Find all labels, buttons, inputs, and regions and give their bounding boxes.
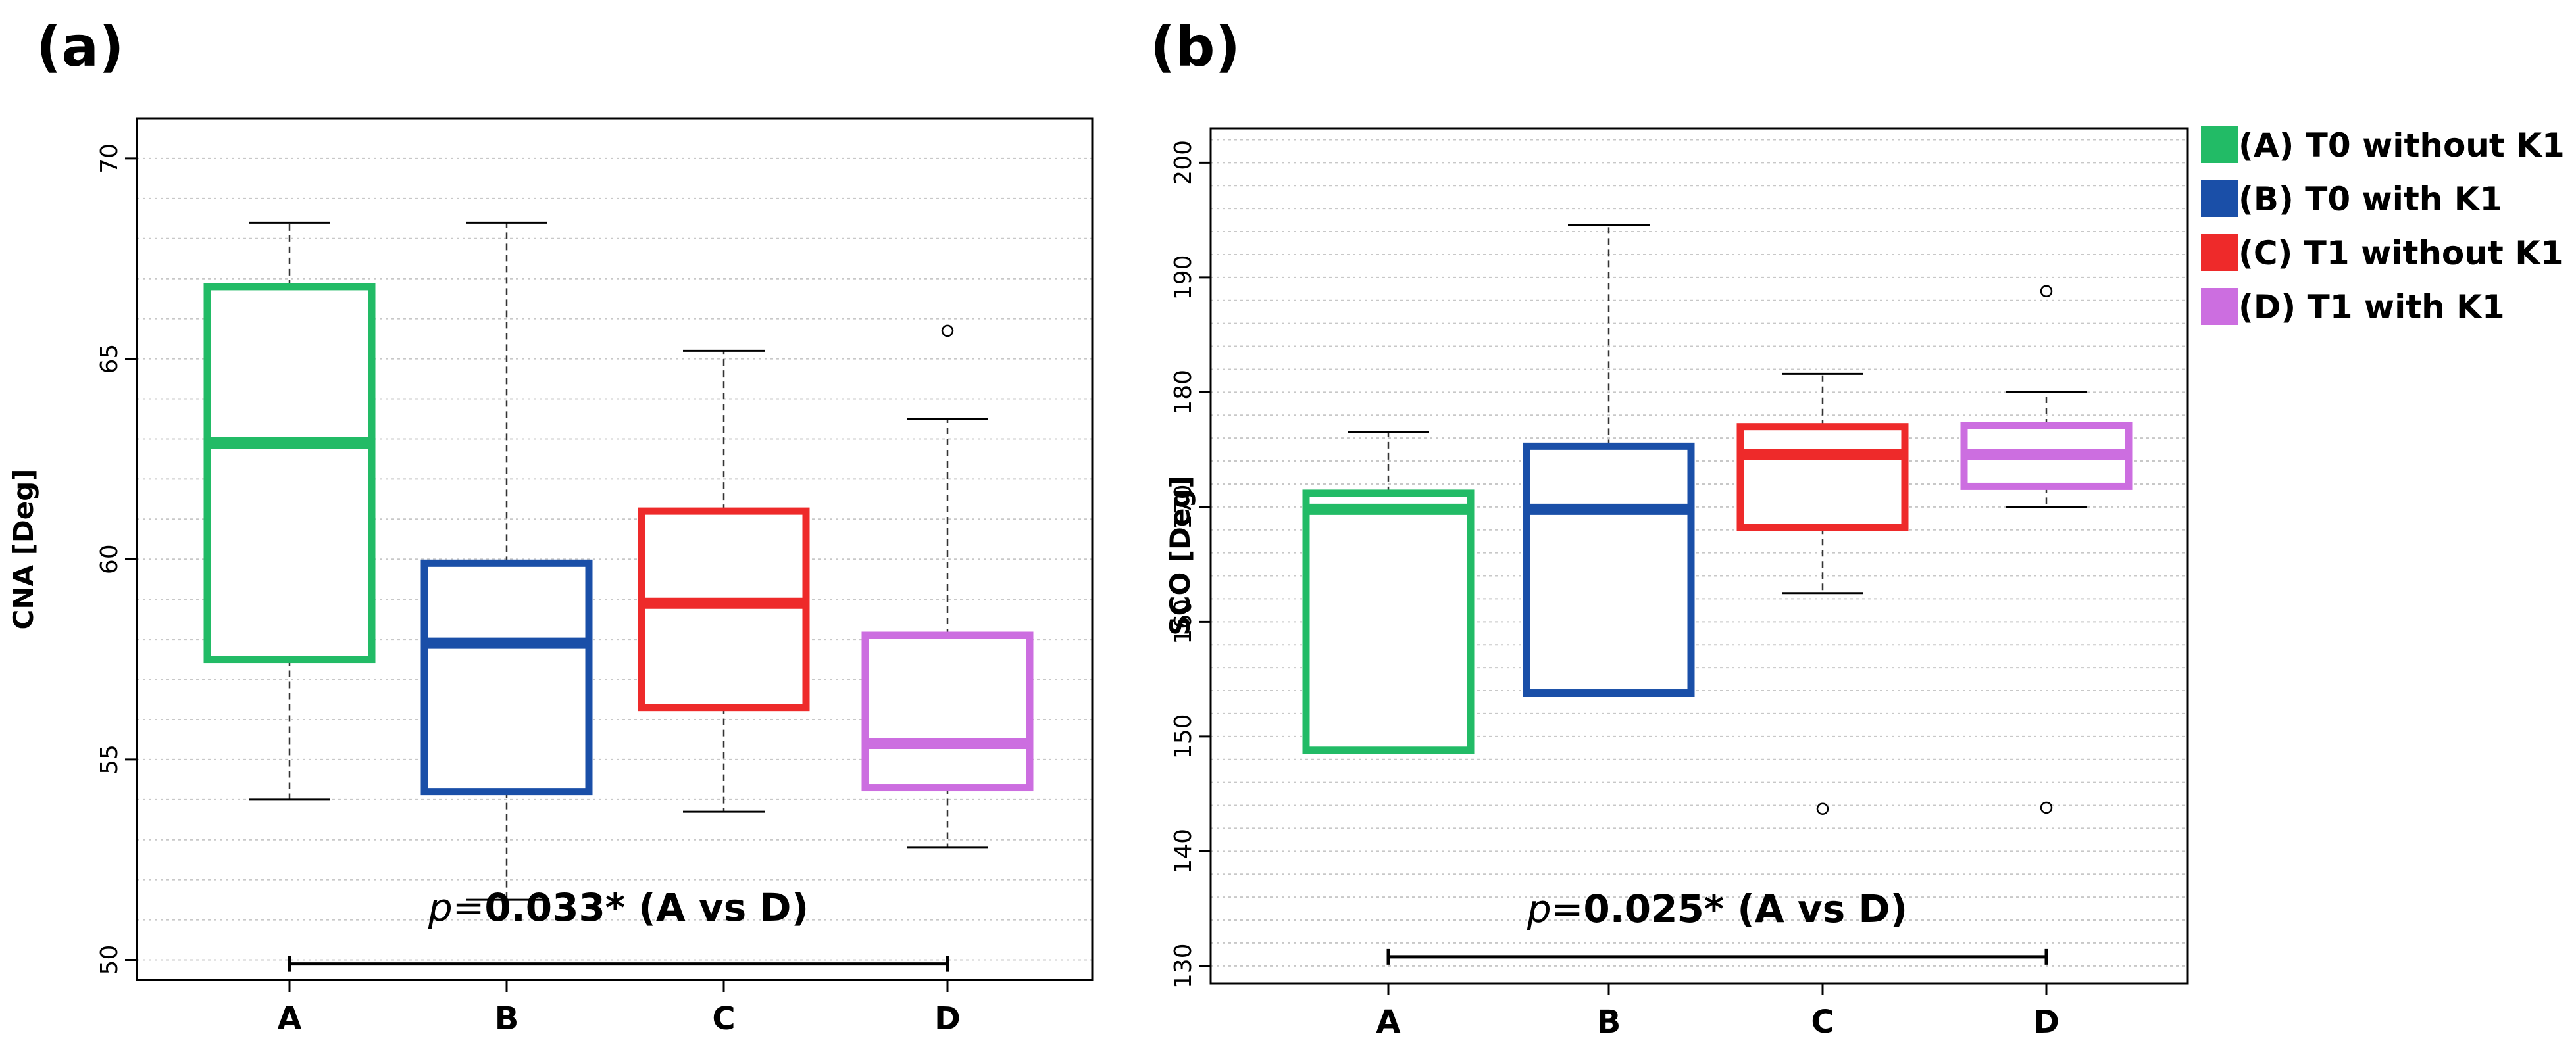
panel-a-x-tick-label: D [934, 1000, 961, 1037]
panel-b-x-tick-label: C [1811, 1004, 1834, 1040]
legend-label: (A) T0 without K1 [2238, 126, 2565, 164]
box-iqr [1302, 489, 1475, 754]
panel-a-y-axis-label: CNA [Deg] [7, 469, 39, 630]
legend-swatch [2201, 234, 2238, 271]
panel-b-chart: (b) 130 140 150 160 170 180 190 200 SCO [Deg] A B C D… [1150, 14, 2189, 1040]
legend-label: (D) T1 with K1 [2238, 288, 2505, 326]
panel-b-y-tick-label: 190 [1170, 255, 1197, 300]
panel-a-box-B [420, 221, 593, 901]
panel-a-p-value: p=0.033* (A vs D) [428, 885, 809, 930]
panel-b-y-tick-label: 160 [1170, 599, 1197, 645]
box-iqr [861, 631, 1034, 792]
box-iqr [420, 559, 593, 796]
legend-swatch [2201, 180, 2238, 217]
panel-a-y-tick-label: 70 [96, 143, 123, 174]
outlier-point [1816, 802, 1829, 816]
panel-b-box-C [1736, 372, 1909, 816]
panel-b-box-B [1523, 224, 1695, 697]
panel-a-box-D [861, 324, 1034, 849]
panel-b-x-tick-label: B [1597, 1004, 1621, 1040]
panel-b-y-tick-label: 150 [1170, 714, 1197, 759]
panel-a-y-tick-label: 50 [96, 945, 123, 975]
panel-b-box-D [1960, 285, 2133, 814]
panel-b-y-axis-label: SCO [Deg] [1164, 476, 1196, 635]
panel-b-p-value: p=0.025* (A vs D) [1527, 887, 1907, 931]
box-iqr [203, 283, 376, 664]
panel-b-x-tick-label: A [1376, 1004, 1400, 1040]
panel-b-x-tick-label: D [2033, 1004, 2059, 1040]
panel-a-x-tick-label: A [277, 1000, 301, 1037]
outlier-point [2040, 801, 2053, 814]
panel-b-y-tick-label: 170 [1170, 484, 1197, 529]
box-iqr [638, 507, 810, 712]
panel-a-y-tick-label: 65 [96, 344, 123, 374]
panel-a-x-tick-label: B [495, 1000, 519, 1037]
legend-swatch [2201, 288, 2238, 325]
legend: (A) T0 without K1 (B) T0 with K1 (C) T1 wi… [2201, 126, 2565, 326]
panel-b-plot-frame [1209, 127, 2189, 985]
panel-a-y-tick-label: 60 [96, 544, 123, 574]
box-iqr [1523, 442, 1695, 697]
panel-a-chart: (a) 50 55 60 65 70 CNA [Deg] A B C Dp=0.033* (A vs… [7, 14, 1094, 1037]
panel-b-label: (b) [1150, 14, 1240, 79]
legend-swatch [2201, 126, 2238, 163]
panel-a-y-tick-label: 55 [96, 745, 123, 775]
panel-b-y-tick-label: 130 [1170, 943, 1197, 989]
legend-label: (C) T1 without K1 [2238, 234, 2563, 272]
panel-b-box-A [1302, 431, 1475, 754]
panel-a-box-A [203, 221, 376, 801]
panel-a-box-C [638, 349, 810, 813]
panel-a-plot-frame [136, 117, 1094, 981]
outlier-point [2040, 285, 2053, 298]
box-iqr [1736, 423, 1909, 531]
legend-label: (B) T0 with K1 [2238, 180, 2502, 218]
panel-b-y-tick-label: 200 [1170, 140, 1197, 185]
panel-a-label: (a) [36, 14, 124, 79]
panel-a-x-tick-label: C [712, 1000, 735, 1037]
panel-b-y-tick-label: 180 [1170, 370, 1197, 415]
panel-b-y-tick-label: 140 [1170, 829, 1197, 874]
outlier-point [941, 324, 954, 337]
